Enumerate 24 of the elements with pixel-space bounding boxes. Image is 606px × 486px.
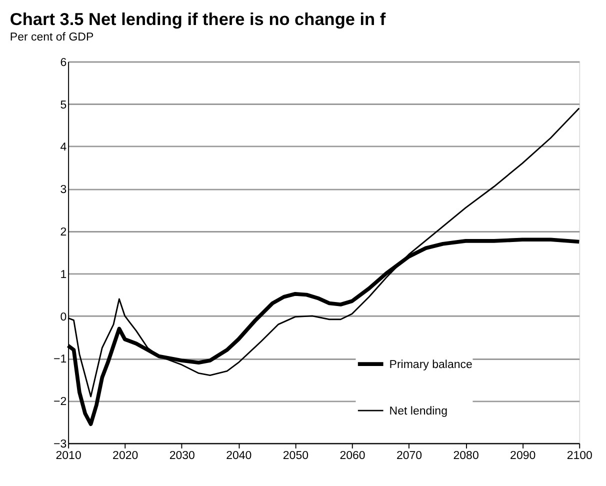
y-tick-label: 1 xyxy=(60,268,67,281)
x-tick-label: 2090 xyxy=(510,450,536,462)
legend-label: Net lending xyxy=(389,405,448,418)
x-tick-label: 2050 xyxy=(282,450,308,462)
y-tick-label: 2 xyxy=(60,226,67,238)
y-tick-label: 0 xyxy=(60,311,67,324)
x-tick-label: 2040 xyxy=(226,450,252,462)
chart-subtitle: Per cent of GDP xyxy=(10,31,94,44)
x-tick-label: 2080 xyxy=(453,450,479,462)
x-tick-label: 2100 xyxy=(566,450,592,462)
y-tick-label: −2 xyxy=(54,396,67,408)
x-tick-label: 2030 xyxy=(169,450,195,462)
y-tick-label: −3 xyxy=(54,438,67,450)
chart-title: Chart 3.5 Net lending if there is no change in f xyxy=(10,9,386,30)
x-tick-label: 2060 xyxy=(340,450,366,462)
y-tick-label: 6 xyxy=(60,56,67,69)
y-tick-label: 5 xyxy=(60,99,67,112)
y-tick-label: 3 xyxy=(60,184,67,196)
y-tick-label: 4 xyxy=(60,142,68,154)
legend-label: Primary balance xyxy=(389,358,472,371)
x-tick-label: 2010 xyxy=(56,450,82,462)
x-tick-label: 2070 xyxy=(396,450,422,462)
y-tick-label: −1 xyxy=(54,354,67,366)
x-tick-label: 2020 xyxy=(112,450,138,462)
